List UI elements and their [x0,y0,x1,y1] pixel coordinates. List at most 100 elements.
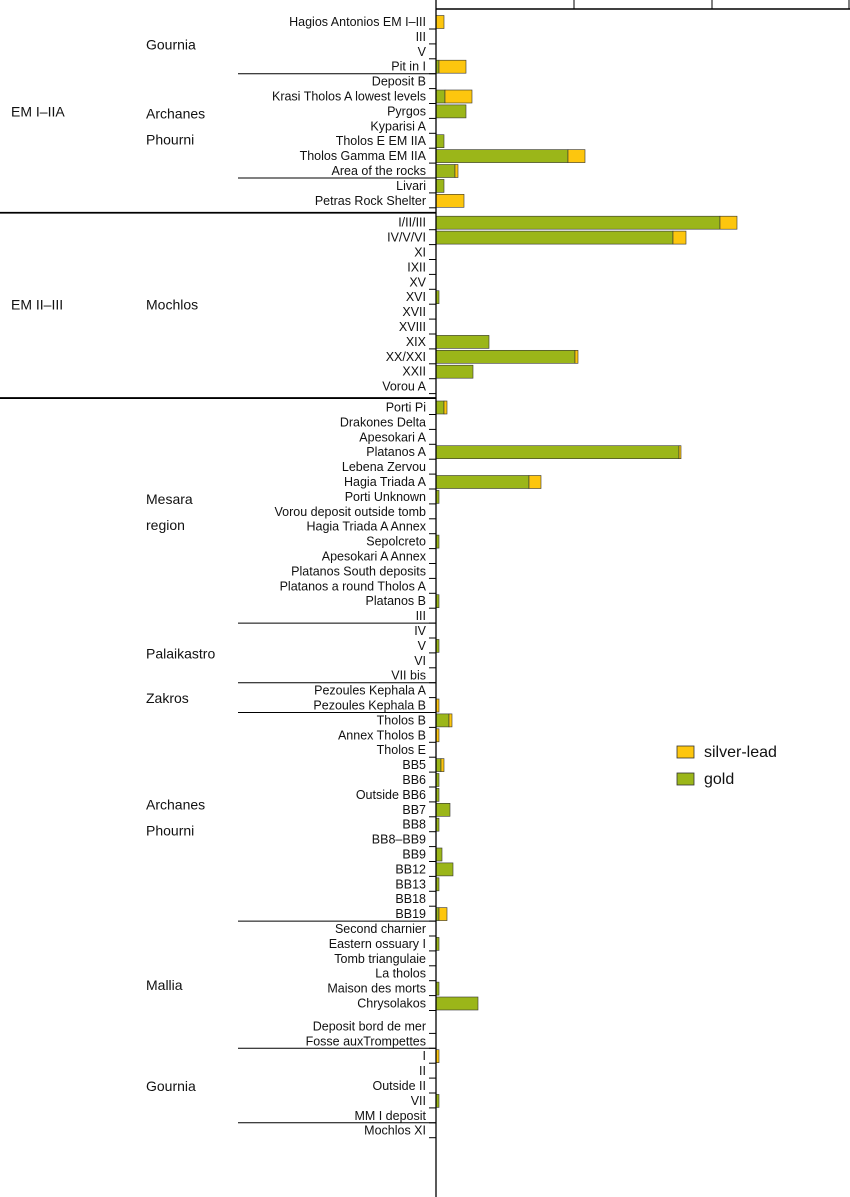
site-label: Kyparisi A [370,119,426,133]
period-label: EM II–III [11,297,63,313]
region-label: Phourni [146,822,194,838]
bar-gold [435,475,530,489]
bar-silver-lead [567,149,586,163]
site-label: Porti Pi [386,401,426,415]
region-label: Archanes [146,796,205,812]
site-label: BB12 [395,862,426,876]
site-label: Drakones Delta [340,415,426,429]
site-label: Hagios Antonios EM I–III [289,15,426,29]
period-label: EM III–MM II [11,0,90,3]
site-label: XVI [406,290,426,304]
legend-swatch [676,772,695,786]
site-label: Porti Unknown [345,490,426,504]
region-label: Mochlos [146,297,198,313]
site-label: XV [409,275,426,289]
region-label: Mesara [146,491,193,507]
site-label: Pezoules Kephala A [314,684,427,698]
bar-gold [435,996,479,1011]
site-label: II [419,1064,426,1078]
site-label: XX/XXI [386,350,426,364]
site-label: Hagia Triada A [344,475,427,489]
period-label: EM I–IIA [11,103,65,119]
bar-gold [435,758,442,772]
site-label: Annex Tholos B [338,728,426,742]
site-label: Tomb triangulaie [334,952,426,966]
bar-silver-lead [672,230,687,245]
site-label: Apesokari A Annex [322,550,427,564]
site-label: BB13 [395,877,426,891]
site-label: Lebena Zervou [342,460,426,474]
site-label: XVIII [399,320,426,334]
bar-gold [435,164,456,178]
legend: silver-lead gold [676,744,777,788]
site-label: Petras Rock Shelter [315,194,426,208]
site-label: Pit in I [391,60,426,74]
site-label: BB19 [395,907,426,921]
bar-silver-lead [448,713,453,728]
site-label: VII [411,1094,426,1108]
group-separator-lines [238,73,436,1124]
bar-silver-lead [719,215,738,230]
bar-gold [435,89,446,104]
site-label: Platanos a round Tholos A [280,579,427,593]
bar-silver-lead [444,89,473,104]
site-label: Tholos E [377,743,426,757]
site-label: BB5 [402,758,426,772]
site-label: V [418,45,427,59]
region-label: Archanes [146,105,205,121]
site-label: Platanos South deposits [291,564,426,578]
bar-gold [435,847,443,862]
site-label: III [416,609,426,623]
region-labels: Gournia Archanes Phourni Mochlos Mesara regio… [146,36,215,1094]
site-label: IV/V/VI [387,231,426,245]
site-label: Outside II [373,1079,427,1093]
legend-swatch [676,745,695,759]
bar-gold [435,104,467,119]
site-label: Platanos B [366,594,426,608]
bar-gold [435,215,721,230]
site-label: V [418,639,427,653]
region-label: Palaikastro [146,645,215,661]
region-label: Gournia [146,36,196,52]
site-label: Pyrgos [387,104,426,118]
bar-gold [435,230,674,245]
site-label: I/II/III [398,216,426,230]
region-label: Zakros [146,690,189,706]
site-label: Vorou deposit outside tomb [275,505,427,519]
site-label: IV [414,624,426,638]
top-axis [436,0,850,10]
bar-gold [435,713,450,728]
site-label: Fosse auxTrompettes [306,1034,426,1048]
period-labels: EM I–IIA EM II–III EM III–MM II [11,0,90,313]
site-label: Platanos A [366,445,426,459]
site-label: XXII [402,365,426,379]
region-label: Mallia [146,977,183,993]
site-label: Area of the rocks [332,164,427,178]
site-label: BB6 [402,773,426,787]
bar-silver-lead [438,59,467,74]
site-label: Pezoules Kephala B [313,699,426,713]
site-label: Hagia Triada A Annex [306,520,426,534]
legend-label: gold [704,771,734,788]
site-label: IXII [407,260,426,274]
site-label: Krasi Tholos A lowest levels [272,90,426,104]
bar-silver-lead [440,758,445,772]
bar-silver-lead [435,194,465,208]
bar-silver-lead [438,907,448,921]
site-label: Vorou A [382,380,426,394]
bar-gold [435,349,576,364]
legend-label: silver-lead [704,744,777,761]
bar-gold [435,400,445,415]
bars [435,15,738,1108]
site-label: BB8–BB9 [372,833,426,847]
site-label: Tholos E EM IIA [336,134,427,148]
site-label: III [416,30,426,44]
region-label: region [146,517,185,533]
site-label: Livari [396,179,426,193]
site-label: Deposit bord de mer [313,1019,426,1033]
site-label: BB8 [402,818,426,832]
bar-gold [435,149,569,163]
bar-silver-lead [528,475,542,489]
